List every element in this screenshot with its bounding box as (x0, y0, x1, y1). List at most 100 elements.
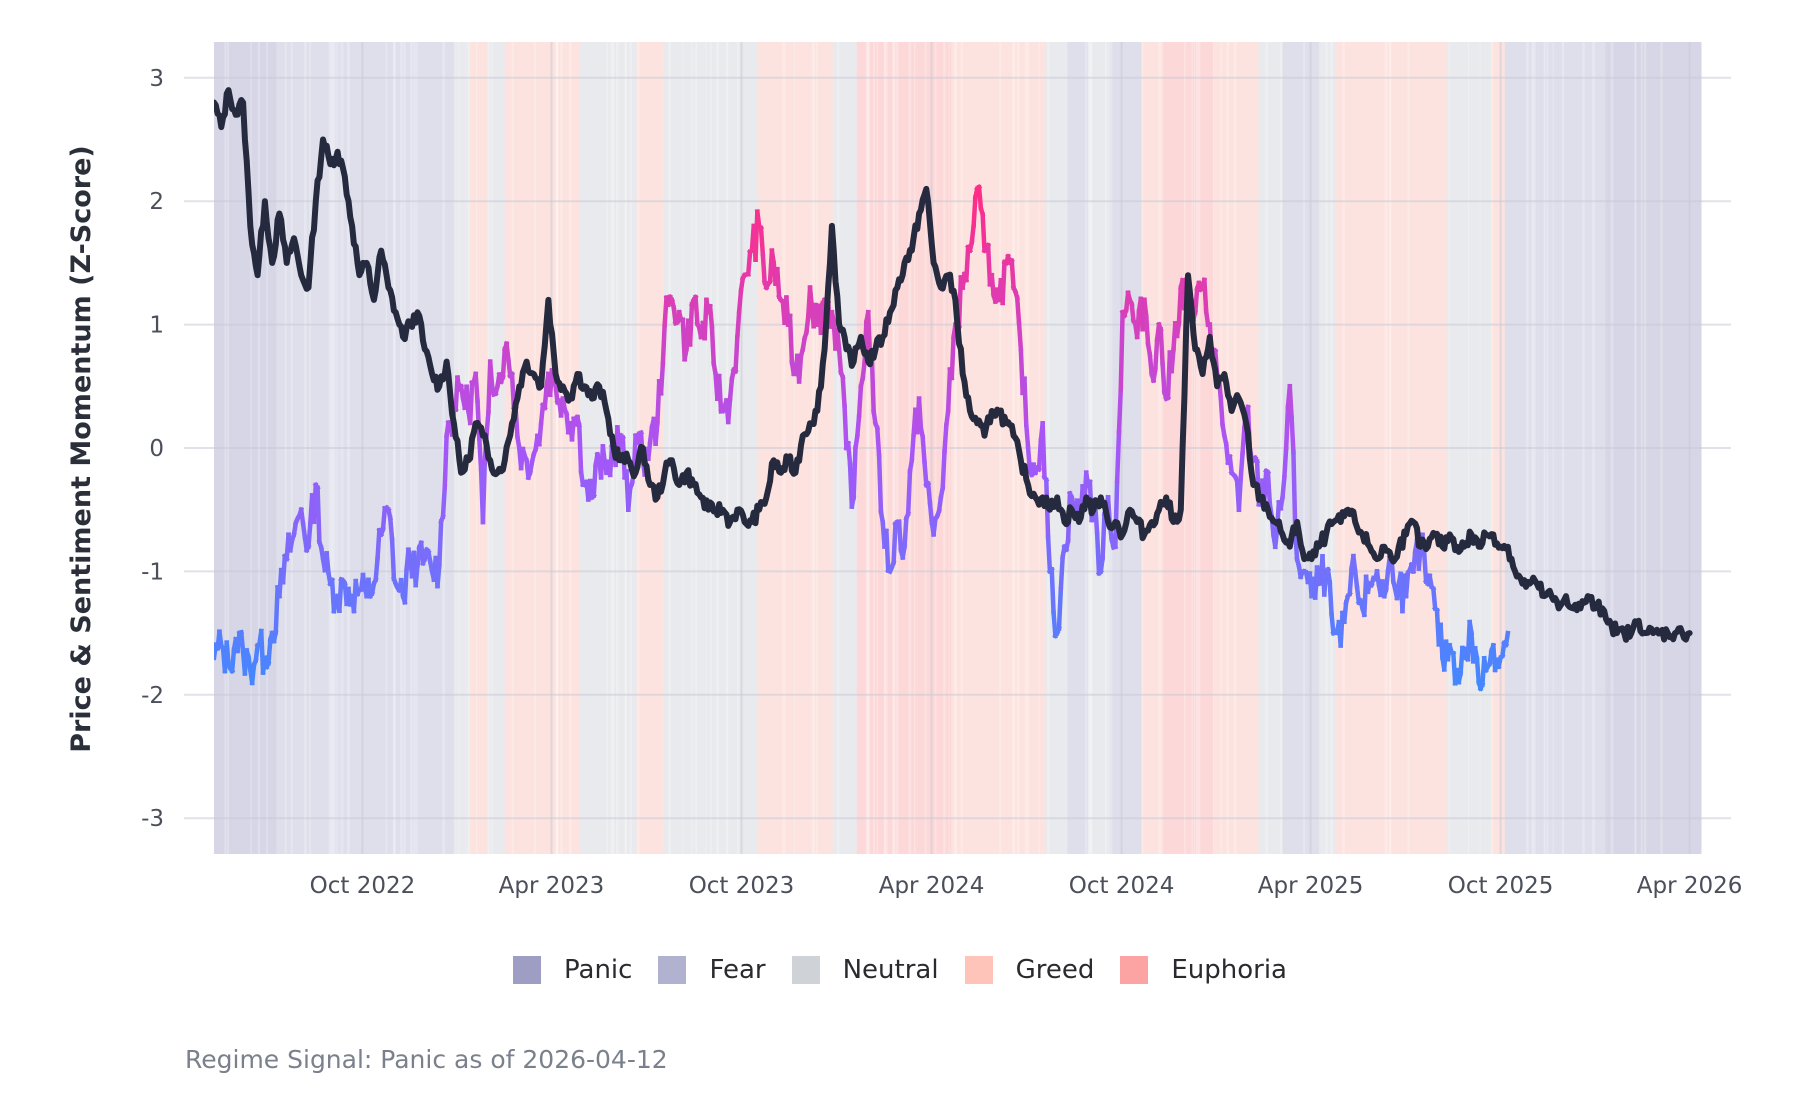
sentiment-line-segment (1347, 565, 1354, 597)
y-tick-label: 0 (149, 436, 164, 462)
sentiment-line-segment (1058, 554, 1066, 592)
y-tick-label: 2 (149, 189, 164, 215)
x-tick-label: Apr 2024 (879, 873, 985, 899)
sentiment-line-segment (733, 334, 740, 374)
sentiment-line-segment (971, 194, 978, 229)
sentiment-line-segment (413, 562, 420, 588)
sentiment-line-segment (337, 577, 344, 614)
sentiment-line-segment (969, 223, 977, 245)
sentiment-line-segment (936, 494, 944, 514)
sentiment-line-segment (693, 294, 700, 327)
sentiment-line-segment (1394, 581, 1402, 601)
sentiment-line-segment (476, 436, 484, 473)
sentiment-line-segment (976, 184, 984, 211)
sentiment-line-segment (1160, 361, 1167, 395)
legend-item-neutral[interactable]: Neutral (791, 955, 939, 985)
sentiment-line-segment (1158, 326, 1165, 367)
sentiment-line-segment (1143, 313, 1151, 347)
sentiment-line-segment (916, 396, 924, 431)
sentiment-line-segment (464, 384, 471, 414)
legend: Panic Fear Neutral Greed Euphoria (0, 955, 1800, 985)
sentiment-line-segment (758, 225, 766, 257)
sentiment-line-segment (745, 249, 753, 277)
sentiment-line-segment (716, 373, 724, 414)
sentiment-line-segment (387, 515, 395, 542)
x-axis-ticks: Oct 2022 Apr 2023 Oct 2023 Apr 2024 Oct 2024… (310, 873, 1743, 899)
sentiment-line-segment (1000, 259, 1007, 306)
sentiment-line-segment (380, 505, 388, 532)
sentiment-line-segment (1147, 352, 1155, 377)
sentiment-line-segment (475, 398, 482, 441)
sentiment-line-segment (891, 521, 898, 565)
sentiment-line-segment (834, 327, 842, 352)
y-tick-label: -3 (141, 806, 164, 832)
sentiment-line-segment (727, 376, 735, 402)
sentiment-line-segment (922, 459, 929, 488)
sentiment-line-segment (836, 346, 844, 375)
regime-caption: Regime Signal: Panic as of 2026-04-12 (185, 1045, 668, 1074)
legend-item-greed[interactable]: Greed (964, 955, 1094, 985)
y-tick-label: 3 (149, 66, 164, 92)
sentiment-line-segment (298, 507, 306, 526)
sentiment-line-segment (1283, 404, 1291, 451)
sentiment-line-segment (1350, 553, 1358, 574)
sentiment-line-segment (229, 646, 237, 674)
sentiment-line-segment (1281, 445, 1289, 480)
sentiment-line-segment (542, 384, 549, 411)
sentiment-line-segment (842, 403, 849, 451)
sentiment-line-segment (1272, 527, 1280, 550)
sentiment-line-segment (884, 528, 891, 573)
sentiment-line-segment (1129, 301, 1136, 324)
sentiment-line-segment (925, 481, 933, 506)
sentiment-line-segment (235, 630, 242, 654)
sentiment-line-segment (1134, 308, 1142, 340)
sentiment-line-segment (1240, 425, 1247, 456)
sentiment-line-segment (807, 285, 815, 310)
sentiment-line-segment (1265, 470, 1273, 506)
sentiment-line-segment (796, 354, 804, 384)
sentiment-line-segment (1016, 320, 1024, 352)
y-tick-label: 1 (149, 313, 164, 339)
legend-item-panic[interactable]: Panic (513, 955, 632, 985)
sentiment-line-segment (645, 439, 653, 462)
x-tick-label: Apr 2023 (499, 873, 605, 899)
sentiment-line-segment (905, 468, 913, 516)
legend-swatch-neutral (791, 956, 820, 984)
sentiment-line-segment (1022, 376, 1029, 428)
legend-item-euphoria[interactable]: Euphoria (1120, 955, 1287, 985)
sentiment-line-segment (734, 308, 742, 340)
sentiment-line-segment (896, 519, 904, 553)
y-axis-title: Price & Sentiment Momentum (Z-Score) (66, 145, 97, 753)
legend-swatch-panic (513, 956, 541, 984)
sentiment-line-segment (398, 577, 406, 599)
sentiment-line-segment (415, 544, 422, 568)
sentiment-line-segment (927, 500, 935, 525)
sentiment-line-segment (1113, 478, 1120, 550)
sentiment-line-segment (1238, 450, 1245, 482)
sentiment-line-segment (467, 380, 475, 426)
sentiment-line-segment (736, 288, 744, 314)
sentiment-line-segment (625, 486, 633, 513)
sentiment-line-segment (1280, 475, 1287, 500)
sentiment-line-segment (487, 359, 495, 388)
sentiment-line-segment (1236, 476, 1244, 513)
sentiment-line-segment (266, 637, 273, 666)
sentiment-line-segment (1094, 531, 1102, 576)
sentiment-line-segment (402, 566, 409, 605)
legend-swatch-euphoria (1120, 956, 1149, 984)
x-tick-label: Oct 2023 (689, 873, 795, 899)
y-axis-ticks: 3 2 1 0 -1 -2 -3 (141, 66, 164, 832)
sentiment-line-segment (1327, 579, 1334, 617)
sentiment-line-segment (1329, 612, 1336, 636)
sentiment-line-segment (389, 536, 397, 582)
sentiment-line-segment (909, 432, 917, 463)
sentiment-line-segment (1009, 258, 1016, 290)
sentiment-line-segment (300, 520, 308, 540)
sentiment-line-segment (373, 555, 380, 583)
sentiment-line-segment (840, 374, 847, 409)
legend-label: Panic (564, 955, 633, 985)
sentiment-line-segment (1192, 286, 1200, 315)
sentiment-line-segment (440, 484, 448, 519)
sentiment-line-segment (500, 346, 508, 380)
legend-item-fear[interactable]: Fear (658, 955, 766, 985)
